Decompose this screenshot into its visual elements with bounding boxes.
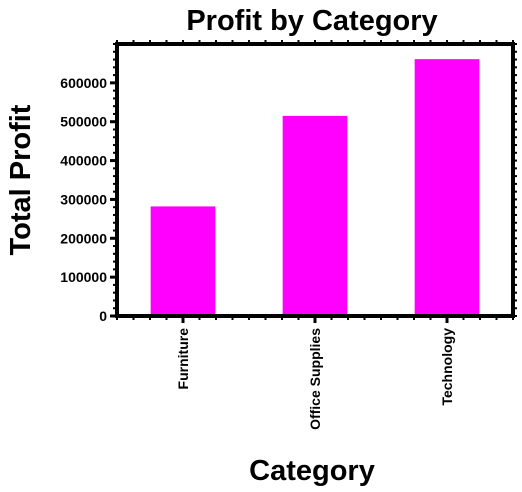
x-ticks-group: Furniture Office Supplies Technology	[175, 316, 455, 430]
x-axis-label: Category	[249, 455, 375, 487]
bar-technology	[414, 59, 480, 316]
y-tick-label: 300000	[60, 191, 107, 207]
y-tick-label: 500000	[60, 114, 107, 130]
chart-title: Profit by Category	[186, 5, 437, 37]
y-tick-label: 600000	[60, 75, 107, 91]
bars-group	[150, 59, 480, 316]
y-ticks-group: 0 100000 200000 300000 400000 500000 600000	[60, 75, 117, 324]
bar-furniture	[150, 206, 216, 316]
x-tick-label: Office Supplies	[307, 328, 323, 430]
x-tick-label: Furniture	[175, 328, 191, 390]
bar-office-supplies	[282, 115, 348, 316]
y-axis-label: Total Profit	[5, 104, 37, 255]
y-tick-label: 100000	[60, 269, 107, 285]
plot-frame	[115, 42, 515, 318]
y-tick-label: 0	[99, 308, 107, 324]
y-tick-label: 400000	[60, 153, 107, 169]
x-tick-label: Technology	[439, 328, 455, 406]
y-tick-label: 200000	[60, 230, 107, 246]
